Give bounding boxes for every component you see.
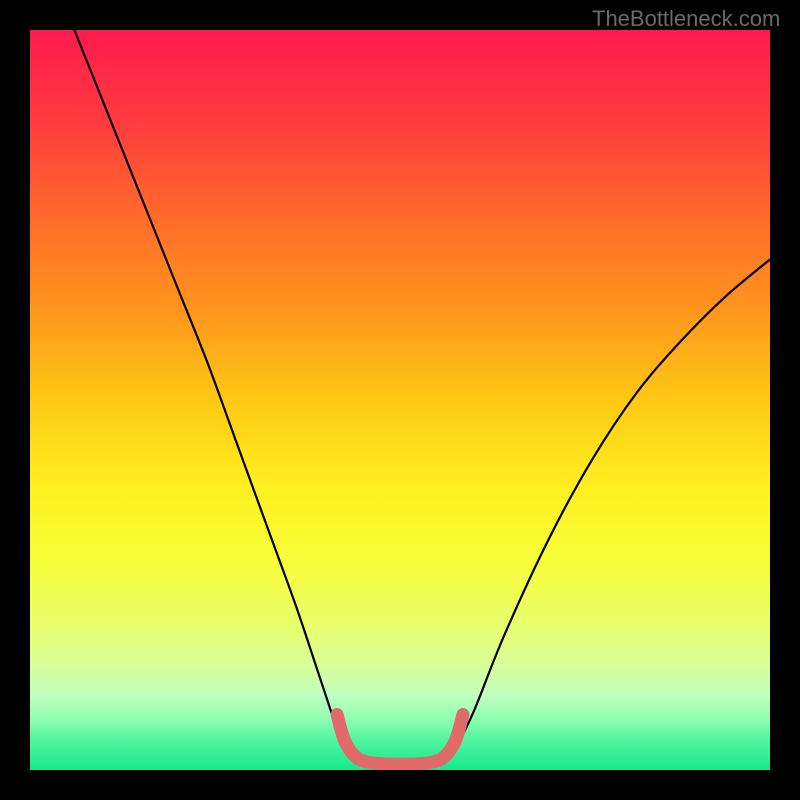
bottleneck-chart (30, 30, 770, 770)
watermark-label: TheBottleneck.com (592, 6, 780, 32)
chart-svg (30, 30, 770, 770)
chart-background (30, 30, 770, 770)
